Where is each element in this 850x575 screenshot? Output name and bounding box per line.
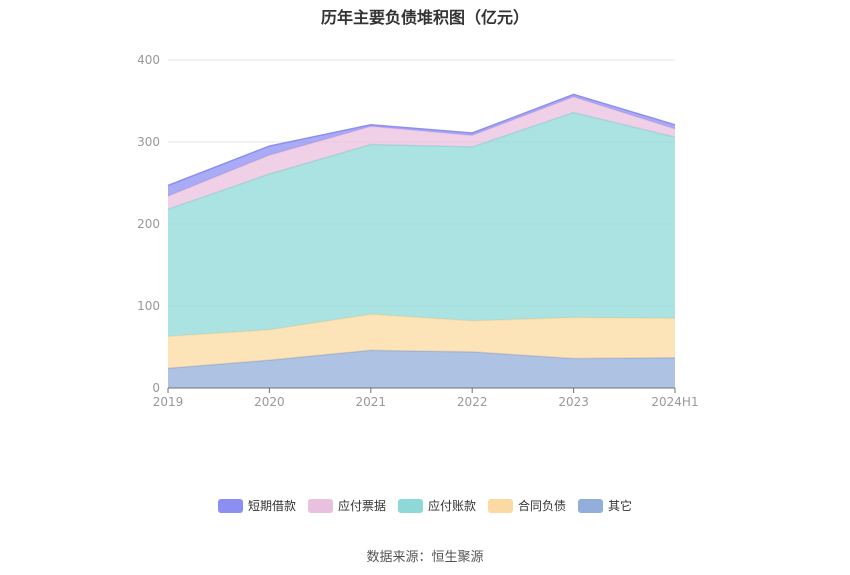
chart-legend: 短期借款 应付票据 应付账款 合同负债 其它 [0, 497, 850, 514]
area-series [167, 93, 676, 388]
y-tick-label: 300 [137, 135, 160, 149]
data-source: 数据来源：恒生聚源 [366, 550, 484, 565]
legend-item-应付账款[interactable]: 应付账款 [397, 497, 476, 514]
legend-label: 应付账款 [427, 499, 476, 513]
legend-swatch [488, 498, 513, 513]
chart-title: 历年主要负债堆积图（亿元） [320, 8, 529, 27]
y-tick-label: 100 [137, 299, 160, 313]
line-短期借款 [167, 93, 676, 187]
legend-label: 其它 [608, 499, 633, 513]
legend-swatch [397, 498, 423, 513]
legend-item-短期借款[interactable]: 短期借款 [217, 497, 296, 514]
legend-label: 应付票据 [337, 499, 386, 513]
axes: 0 100 200 300 400 2019 2020 2021 2022 2023 2024H1 [137, 53, 699, 409]
x-tick-label: 2022 [457, 395, 488, 409]
y-tick-label: 0 [152, 381, 160, 395]
legend-item-合同负债[interactable]: 合同负债 [488, 497, 566, 514]
area-其它 [168, 350, 675, 388]
legend-swatch [307, 498, 333, 513]
legend-item-其它[interactable]: 其它 [578, 497, 632, 514]
x-tick-label: 2023 [558, 395, 589, 409]
x-tick-label: 2020 [254, 395, 285, 409]
x-tick-label: 2021 [356, 395, 387, 409]
legend-swatch [578, 498, 604, 513]
area-应付账款 [168, 112, 675, 337]
legend-label: 合同负债 [518, 499, 567, 513]
legend-swatch [217, 498, 243, 513]
legend-label: 短期借款 [247, 499, 296, 513]
line-其它 [167, 349, 676, 370]
legend-item-应付票据[interactable]: 应付票据 [307, 497, 386, 514]
x-tick-label: 2024H1 [651, 395, 698, 409]
area-合同负债 [168, 314, 675, 369]
y-tick-label: 400 [137, 53, 160, 67]
x-tick-label: 2019 [153, 395, 184, 409]
y-tick-label: 200 [137, 217, 160, 231]
